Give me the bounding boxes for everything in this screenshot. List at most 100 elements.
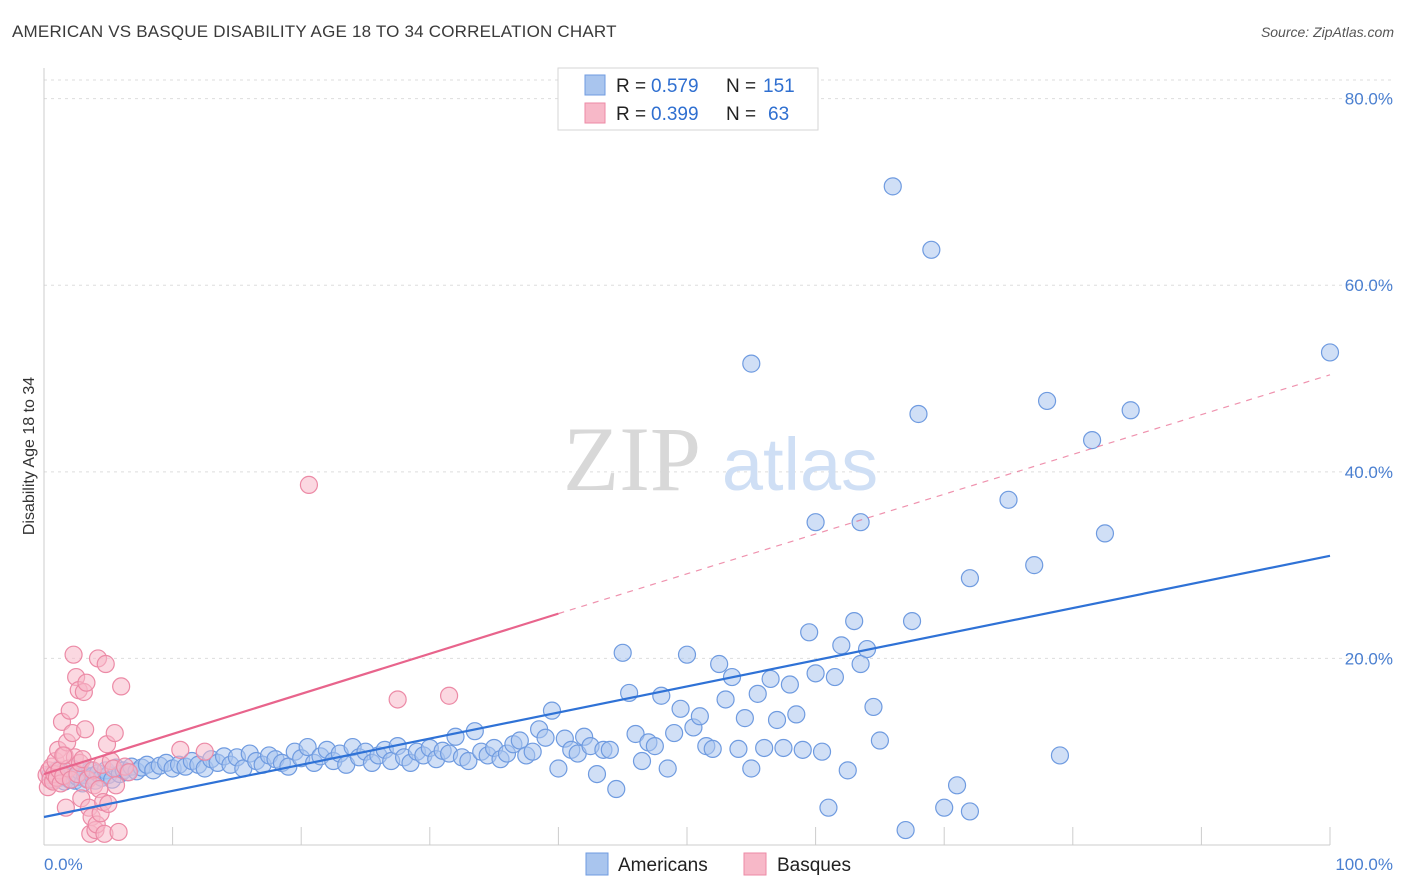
- american-point-103: [607, 779, 626, 799]
- legend-n-label-americans: N =: [726, 76, 756, 97]
- legend-r-value-americans: 0.579: [651, 76, 699, 97]
- bottom-legend: Americans Basques: [585, 852, 851, 876]
- american-point-148: [922, 240, 941, 259]
- legend-swatch-basques: [584, 102, 606, 124]
- american-point-134: [806, 664, 825, 683]
- american-point-131: [787, 705, 806, 724]
- american-point-92: [536, 728, 555, 747]
- american-point-154: [1037, 391, 1057, 411]
- x-tick-label-0: 0.0%: [44, 855, 83, 874]
- american-point-100: [587, 764, 607, 784]
- y-tick-label-0: 20.0%: [1345, 649, 1393, 668]
- american-point-161: [806, 513, 825, 532]
- basque-point-58: [299, 475, 319, 494]
- american-point-125: [748, 684, 767, 703]
- american-point-123: [735, 709, 754, 728]
- american-point-147: [909, 404, 928, 424]
- tick-labels: 20.0% 40.0% 60.0% 80.0% 0.0% 100.0%: [44, 90, 1393, 874]
- american-point-150: [947, 776, 967, 795]
- x-tick-label-1: 100.0%: [1335, 855, 1393, 874]
- american-point-80: [459, 751, 478, 771]
- american-point-111: [658, 759, 677, 778]
- american-point-138: [832, 636, 851, 655]
- y-tick-label-2: 60.0%: [1345, 276, 1393, 295]
- american-point-151: [960, 802, 980, 821]
- grid-lines: [44, 79, 1392, 659]
- trend-line-0: [43, 554, 1331, 819]
- american-point-164: [902, 611, 922, 631]
- legend-n-value-americans: 151: [763, 76, 795, 97]
- y-tick-label-1: 40.0%: [1345, 463, 1393, 482]
- american-point-144: [870, 731, 890, 750]
- american-point-93: [542, 701, 562, 720]
- american-point-128: [767, 710, 787, 730]
- american-point-145: [883, 177, 902, 196]
- trend-line-extension-1: [558, 374, 1331, 615]
- watermark-atlas: atlas: [722, 423, 878, 506]
- american-point-153: [1025, 556, 1044, 575]
- basque-point-61: [105, 723, 124, 743]
- legend-r-label-basques: R =: [616, 104, 646, 125]
- american-point-162: [851, 513, 870, 532]
- bottom-legend-basques: Basques: [777, 855, 851, 876]
- american-point-130: [780, 675, 799, 694]
- basque-point-18: [60, 701, 79, 720]
- data-points: [37, 177, 1340, 843]
- basque-point-55: [119, 763, 138, 782]
- legend-swatch-americans: [584, 74, 606, 96]
- american-point-106: [626, 724, 645, 744]
- bottom-legend-swatch-americans: [585, 852, 609, 876]
- trend-line-1: [43, 612, 559, 776]
- basque-point-21: [64, 645, 83, 664]
- american-point-160: [742, 354, 761, 373]
- american-point-140: [845, 611, 864, 631]
- american-point-124: [742, 759, 761, 778]
- american-point-143: [864, 697, 883, 717]
- basque-point-59: [388, 690, 407, 709]
- legend-n-label-basques: N =: [726, 104, 756, 125]
- american-point-122: [729, 739, 748, 759]
- watermark-zip: ZIP: [563, 408, 701, 510]
- legend-n-value-basques: 63: [768, 104, 789, 125]
- american-point-109: [645, 737, 664, 756]
- american-point-136: [819, 798, 838, 817]
- american-point-114: [677, 645, 697, 664]
- american-point-132: [793, 740, 812, 759]
- trend-lines: [43, 374, 1331, 819]
- basque-point-31: [77, 673, 96, 692]
- bottom-legend-americans: Americans: [618, 855, 708, 876]
- basque-point-56: [171, 740, 190, 759]
- y-tick-label-3: 80.0%: [1345, 90, 1393, 109]
- american-point-157: [1095, 524, 1115, 543]
- american-point-120: [716, 690, 735, 709]
- legend-r-value-basques: 0.399: [651, 104, 699, 125]
- american-point-158: [1121, 401, 1140, 420]
- basque-point-51: [106, 776, 126, 795]
- y-axis-label: Disability Age 18 to 34: [21, 377, 38, 535]
- american-point-55: [298, 737, 317, 757]
- basque-point-57: [195, 742, 214, 761]
- american-point-102: [600, 740, 619, 759]
- american-point-78: [446, 727, 465, 746]
- american-point-159: [1320, 343, 1340, 362]
- american-point-152: [999, 490, 1018, 509]
- basque-point-53: [112, 677, 131, 696]
- basque-point-52: [109, 822, 128, 842]
- american-point-126: [755, 738, 774, 758]
- american-point-119: [710, 654, 729, 674]
- legend-r-label-americans: R =: [616, 76, 646, 97]
- american-point-163: [960, 569, 980, 588]
- american-point-118: [703, 739, 722, 759]
- basque-point-46: [96, 654, 115, 674]
- basque-point-60: [439, 686, 459, 705]
- american-point-146: [896, 820, 915, 840]
- american-point-116: [690, 707, 709, 726]
- legend-box: R = 0.579 N = 151 R = 0.399 N = 63: [557, 67, 819, 131]
- american-point-104: [613, 643, 632, 662]
- american-point-94: [549, 759, 568, 778]
- american-point-139: [838, 761, 857, 780]
- american-point-133: [800, 623, 819, 642]
- american-point-155: [1050, 746, 1070, 765]
- bottom-legend-swatch-basques: [743, 852, 767, 876]
